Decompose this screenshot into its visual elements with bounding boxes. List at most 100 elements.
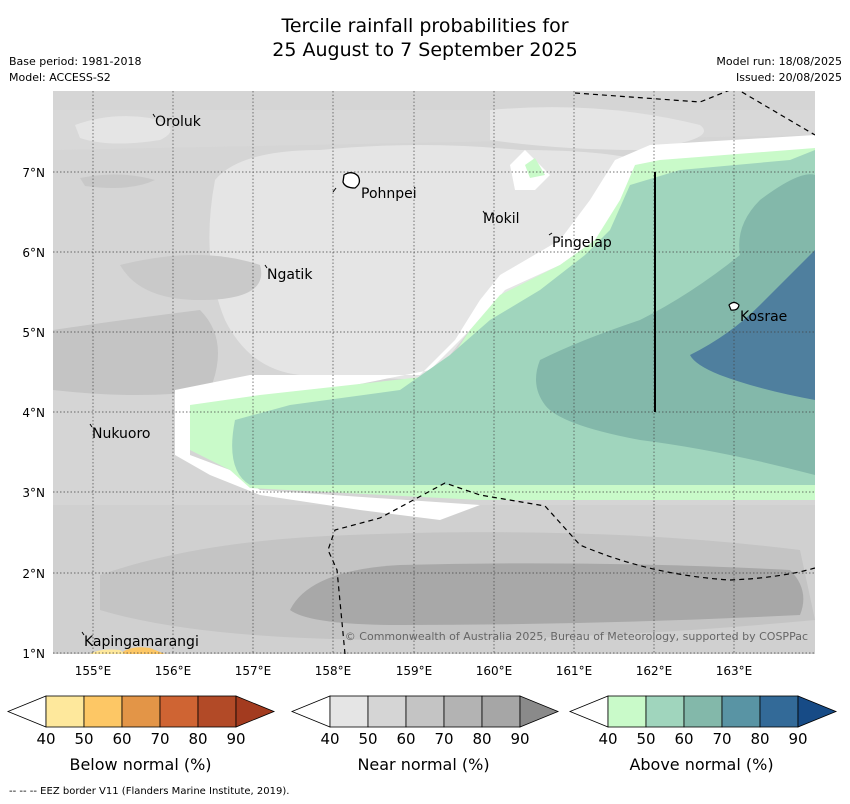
base-period: Base period: 1981-2018	[9, 55, 142, 68]
eez-border	[327, 91, 815, 654]
legend-tick-label: 70	[434, 730, 454, 748]
near-normal-60-patch	[53, 310, 218, 395]
issued-date: Issued: 20/08/2025	[735, 71, 842, 84]
place-mokil: Mokil	[483, 211, 520, 227]
legend-swatch	[645, 695, 685, 728]
legend-below-label: Below normal (%)	[69, 755, 212, 774]
lon-label: 155°E	[75, 664, 112, 678]
island-marker	[548, 232, 553, 236]
legend-tick-label: 50	[358, 730, 378, 748]
place-kosrae: Kosrae	[740, 309, 787, 325]
legend-swatch	[405, 695, 445, 728]
legend-swatch	[481, 695, 521, 728]
place-kapingamarangi: Kapingamarangi	[84, 634, 199, 650]
legend-tick-label: 70	[150, 730, 170, 748]
legend-extend-low	[290, 695, 331, 728]
eez-footnote: -- -- -- EEZ border V11 (Flanders Marine…	[9, 786, 290, 797]
legend-tick-label: 60	[112, 730, 132, 748]
below-40-fringe	[175, 135, 815, 520]
legend-tick-label: 40	[320, 730, 340, 748]
lat-label: 6°N	[22, 246, 45, 260]
model-info: Base period: 1981-2018 Model: ACCESS-S2	[9, 54, 141, 86]
near-normal-60-patch	[120, 255, 262, 300]
legend-extend-high	[235, 695, 276, 728]
pohnpei-island	[342, 172, 361, 189]
legend-swatch	[683, 695, 723, 728]
map-title: Tercile rainfall probabilities for 25 Au…	[0, 14, 850, 62]
legend-swatch	[759, 695, 799, 728]
legend-swatch	[329, 695, 369, 728]
title-line-2: 25 August to 7 September 2025	[272, 39, 578, 61]
legend-swatch	[83, 695, 123, 728]
legend-tick-label: 50	[636, 730, 656, 748]
lat-label: 3°N	[22, 486, 45, 500]
legend-tick-label: 60	[674, 730, 694, 748]
lat-label: 1°N	[22, 647, 45, 661]
place-pingelap: Pingelap	[552, 235, 612, 251]
legend-extend-high	[519, 695, 560, 728]
colorbars	[6, 695, 838, 728]
place-pohnpei: Pohnpei	[361, 186, 417, 202]
lat-label: 2°N	[22, 567, 45, 581]
legend-tick-label: 40	[598, 730, 618, 748]
lon-label: 156°E	[155, 664, 192, 678]
legend-tick-label: 90	[788, 730, 808, 748]
legend-swatch	[45, 695, 85, 728]
lon-label: 162°E	[636, 664, 673, 678]
above-normal-80	[690, 250, 815, 400]
legend-tick-label: 90	[226, 730, 246, 748]
near-normal-60-patch	[80, 174, 155, 188]
near-normal-70-band	[290, 563, 804, 625]
legend-near-label: Near normal (%)	[357, 755, 490, 774]
island-marker	[152, 113, 156, 118]
legend-swatch	[721, 695, 761, 728]
probability-field: Oroluk Pohnpei Mokil Pingelap Ngatik Kos…	[53, 91, 815, 654]
legend-swatch	[367, 695, 407, 728]
lon-label: 158°E	[315, 664, 352, 678]
legend-tick-label: 80	[188, 730, 208, 748]
legend-extend-low	[6, 695, 47, 728]
place-ngatik: Ngatik	[267, 267, 313, 283]
above-normal-50	[525, 158, 545, 178]
title-line-1: Tercile rainfall probabilities for	[281, 15, 569, 37]
legend-extend-low	[568, 695, 609, 728]
near-normal-50-patch	[75, 116, 171, 144]
legend-tick-label: 90	[510, 730, 530, 748]
lat-label: 4°N	[22, 406, 45, 420]
island-marker	[482, 210, 486, 215]
model-run-date: Model run: 18/08/2025	[716, 55, 842, 68]
legend-swatch	[197, 695, 237, 728]
copyright-text: © Commonwealth of Australia 2025, Bureau…	[345, 630, 808, 643]
lon-label: 160°E	[476, 664, 513, 678]
legend-tick-label: 70	[712, 730, 732, 748]
lat-label: 5°N	[22, 326, 45, 340]
legend-tick-label: 40	[36, 730, 56, 748]
legend-tick-label: 80	[472, 730, 492, 748]
legend-swatch	[443, 695, 483, 728]
island-marker	[81, 631, 85, 636]
lon-label: 161°E	[556, 664, 593, 678]
legend-swatch	[159, 695, 199, 728]
legend-above-label: Above normal (%)	[629, 755, 774, 774]
island-marker	[89, 423, 93, 428]
above-normal-70	[536, 174, 815, 475]
place-nukuoro: Nukuoro	[92, 426, 150, 442]
legend-tick-label: 50	[74, 730, 94, 748]
lon-label: 163°E	[716, 664, 753, 678]
place-oroluk: Oroluk	[155, 114, 202, 130]
legend-tick-label: 60	[396, 730, 416, 748]
near-normal-50-patch	[490, 107, 704, 150]
near-normal-50-region	[209, 145, 640, 380]
island-marker	[264, 264, 268, 269]
model-name: Model: ACCESS-S2	[9, 71, 111, 84]
legend-extend-high	[797, 695, 838, 728]
island-marker	[332, 187, 337, 193]
legend-tick-label: 80	[750, 730, 770, 748]
below-normal-patch	[120, 647, 165, 654]
lon-label: 159°E	[396, 664, 433, 678]
legend-swatch	[121, 695, 161, 728]
lat-label: 7°N	[22, 166, 45, 180]
graticule	[53, 91, 815, 654]
lon-label: 157°E	[235, 664, 272, 678]
